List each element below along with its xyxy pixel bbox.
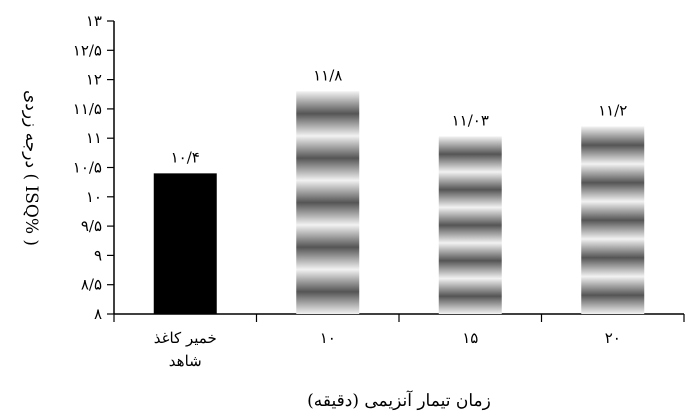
- y-tick-label: ۱۳: [86, 12, 102, 30]
- bar: [296, 91, 360, 314]
- data-label: ۱۱/۲: [598, 101, 627, 119]
- y-tick-label: ۱۱: [86, 129, 102, 147]
- data-label: ۱۱/۰۳: [452, 111, 489, 129]
- y-tick-label: ۱۱/۵: [73, 100, 102, 118]
- y-tick-label: ۹: [94, 246, 102, 264]
- y-tick-label: ۱۰: [86, 188, 102, 206]
- x-tick-label: خمیر کاغذ: [154, 329, 217, 347]
- data-label: ۱۱/۸: [313, 66, 342, 84]
- bar: [438, 136, 502, 314]
- bar: [581, 126, 645, 314]
- x-tick-label: شاهد: [169, 352, 202, 370]
- y-tick-label: ۹/۵: [81, 217, 102, 235]
- data-label: ۱۰/۴: [171, 148, 200, 166]
- bars: [153, 91, 645, 314]
- labels: ۸ ۸/۵ ۹ ۹/۵ ۱۰ ۱۰/۵ ۱۱ ۱۱/۵ ۱۲ ۱۲/۵ ۱۳ ۱۰/۴ خمیر کاغ…: [21, 12, 627, 411]
- bar: [153, 173, 217, 314]
- x-axis-title: زمان تیمار آنزیمی (دقیقه): [307, 389, 491, 411]
- y-tick-label: ۸: [94, 305, 102, 323]
- y-tick-label: ۸/۵: [81, 276, 102, 294]
- x-tick-label: ۲۰: [605, 329, 621, 347]
- y-tick-label: ۱۰/۵: [73, 159, 102, 177]
- y-tick-label: ۱۲: [86, 71, 102, 89]
- x-tick-label: ۱۵: [462, 329, 478, 347]
- y-tick-label: ۱۲/۵: [73, 41, 102, 59]
- x-tick-label: ۱۰: [320, 329, 336, 347]
- y-axis-title: درجه زردی ( ISQ% ): [21, 90, 41, 246]
